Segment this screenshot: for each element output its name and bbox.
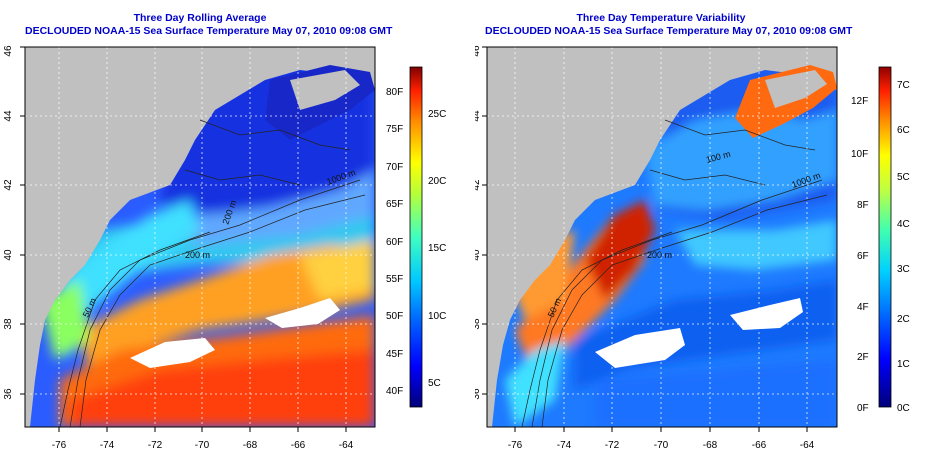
missing-data-patch — [265, 298, 340, 328]
colorbar-c-label: 20C — [428, 176, 446, 187]
missing-data-patch — [595, 328, 685, 368]
right-map-area — [487, 47, 837, 427]
colorbar-f-label: 8F — [857, 200, 869, 211]
colorbar-c-label: 4C — [897, 219, 910, 230]
colorbar-f-label: 45F — [386, 349, 403, 360]
left-title-main: Three Day Rolling Average — [133, 12, 267, 24]
missing-data-patch — [730, 298, 803, 330]
x-tick-label: -68 — [703, 440, 718, 451]
x-tick-label: -68 — [243, 440, 258, 451]
colorbar-c-labels: 0C 1C 2C 3C 4C 5C 6C 7C — [897, 80, 910, 414]
colorbar-f-label: 65F — [386, 199, 403, 210]
colorbar-c-label: 15C — [428, 243, 446, 254]
land-mass — [487, 47, 837, 427]
colorbar-f-label: 50F — [386, 311, 403, 322]
right-title-main: Three Day Temperature Variability — [576, 12, 746, 24]
x-tick-label: -76 — [508, 440, 523, 451]
land-mass — [290, 70, 360, 110]
colorbar-f-label: 70F — [386, 162, 403, 173]
x-tick-label: -64 — [800, 440, 815, 451]
colorbar-c-label: 0C — [897, 403, 910, 414]
bathymetry-contours — [521, 119, 828, 427]
y-tick-label: 40 — [3, 249, 14, 261]
colorbar-c-label: 10C — [428, 311, 446, 322]
colorbar-f-label: 55F — [386, 274, 403, 285]
colorbar — [878, 66, 892, 408]
x-tick-label: -72 — [605, 440, 620, 451]
colorbar — [409, 66, 423, 408]
y-tick-label: 38 — [3, 318, 14, 330]
colorbar-c-label: 7C — [897, 80, 910, 91]
x-tick-label: -66 — [752, 440, 767, 451]
x-tick-label: -70 — [195, 440, 210, 451]
y-axis: 36 38 40 42 44 46 — [475, 45, 482, 400]
colorbar-f-label: 6F — [857, 251, 869, 262]
colorbar-c-label: 5C — [428, 378, 441, 389]
land-mass — [765, 70, 827, 108]
colorbar-f-label: 40F — [386, 386, 403, 397]
colorbar-f-label: 60F — [386, 237, 403, 248]
colorbar-c-label: 2C — [897, 314, 910, 325]
left-map-area — [25, 47, 375, 427]
y-tick-label: 38 — [475, 318, 482, 330]
colorbar-c-labels: 5C 10C 15C 20C 25C — [428, 109, 446, 389]
colorbar-f-label: 75F — [386, 124, 403, 135]
map-frame — [24, 46, 376, 428]
colorbar-c-label: 3C — [897, 264, 910, 275]
colorbar-c-label: 1C — [897, 359, 910, 370]
y-tick-label: 36 — [475, 388, 482, 400]
y-tick-label: 46 — [3, 45, 14, 57]
right-title-sub: DECLOUDED NOAA-15 Sea Surface Temperatur… — [485, 25, 853, 37]
contour-label: 200 m — [647, 250, 672, 260]
map-gridlines — [25, 47, 375, 427]
colorbar-f-label: 80F — [386, 87, 403, 98]
x-axis: -76 -74 -72 -70 -68 -66 -64 — [508, 440, 815, 451]
y-tick-label: 46 — [475, 45, 482, 57]
x-tick-label: -76 — [52, 440, 67, 451]
missing-data-patch — [130, 338, 215, 368]
y-axis: 36 38 40 42 44 46 — [3, 45, 14, 400]
bathymetry-contours — [59, 119, 366, 427]
colorbar-f-labels: 40F 45F 50F 55F 60F 65F 70F 75F 80F — [386, 87, 403, 397]
right-title: Three Day Temperature Variability DECLOU… — [485, 12, 853, 38]
left-title-sub: DECLOUDED NOAA-15 Sea Surface Temperatur… — [25, 25, 393, 37]
y-tick-label: 42 — [475, 179, 482, 191]
y-tick-label: 36 — [3, 388, 14, 400]
colorbar-f-label: 2F — [857, 352, 869, 363]
map-gridlines — [487, 47, 837, 427]
left-map-panel: 200 m 50 m 1000 m 200 m -76 -74 -72 -70 … — [3, 45, 446, 451]
colorbar-f-label: 0F — [857, 403, 869, 414]
y-tick-label: 44 — [3, 110, 14, 122]
colorbar-c-label: 5C — [897, 172, 910, 183]
colorbar-c-label: 6C — [897, 125, 910, 136]
colorbar-c-label: 25C — [428, 109, 446, 120]
land-mass — [25, 47, 375, 427]
y-tick-label: 42 — [3, 179, 14, 191]
x-tick-label: -64 — [339, 440, 354, 451]
left-title: Three Day Rolling Average DECLOUDED NOAA… — [25, 12, 393, 38]
x-tick-label: -74 — [557, 440, 572, 451]
x-tick-label: -72 — [148, 440, 163, 451]
colorbar-f-labels: 0F 2F 4F 6F 8F 10F 12F — [851, 96, 869, 414]
colorbar-f-label: 12F — [851, 96, 868, 107]
x-tick-label: -66 — [291, 440, 306, 451]
map-frame — [486, 46, 838, 428]
colorbar-f-label: 10F — [851, 149, 868, 160]
x-tick-label: -70 — [654, 440, 669, 451]
right-map-panel: 100 m 200 m 50 m 1000 m -76 -74 -72 -70 … — [475, 45, 910, 451]
x-tick-label: -74 — [100, 440, 115, 451]
y-tick-label: 44 — [475, 110, 482, 122]
contour-label: 200 m — [185, 250, 210, 260]
x-axis: -76 -74 -72 -70 -68 -66 -64 — [52, 440, 354, 451]
y-tick-label: 40 — [475, 249, 482, 261]
colorbar-f-label: 4F — [857, 302, 869, 313]
